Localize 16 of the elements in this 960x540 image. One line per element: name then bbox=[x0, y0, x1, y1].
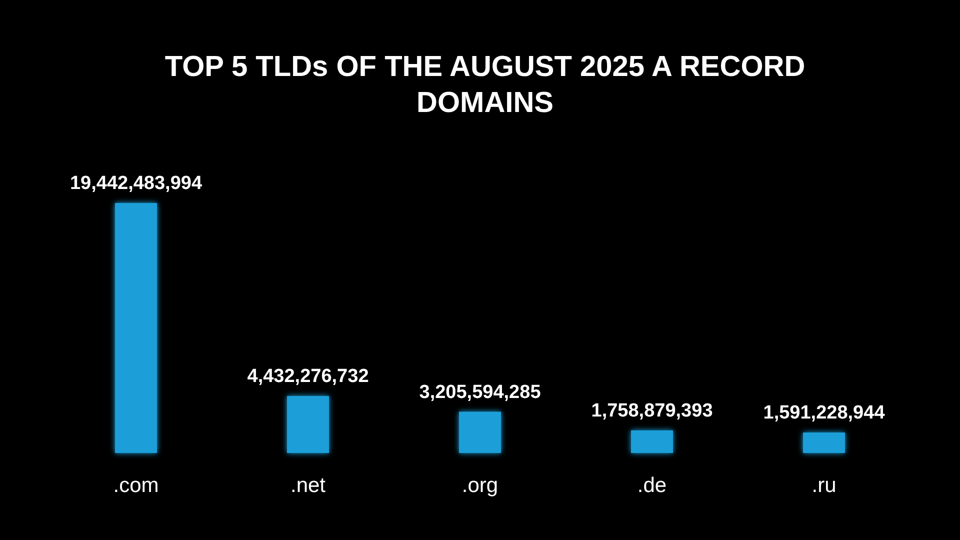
x-tick-label: .net bbox=[290, 474, 326, 497]
bar bbox=[115, 203, 157, 453]
x-tick-label: .de bbox=[637, 474, 667, 497]
x-tick-label: .ru bbox=[812, 474, 836, 497]
x-tick-label: .com bbox=[113, 474, 159, 497]
bar bbox=[631, 430, 673, 453]
bar bbox=[803, 432, 845, 453]
bar bbox=[287, 396, 329, 453]
data-label: 4,432,276,732 bbox=[247, 366, 369, 388]
x-tick-label: .org bbox=[462, 474, 498, 497]
data-label: 1,758,879,393 bbox=[591, 400, 713, 422]
data-label: 19,442,483,994 bbox=[70, 173, 202, 194]
bar bbox=[459, 412, 501, 453]
chart-title: TOP 5 TLDs OF THE AUGUST 2025 A RECORD DOMAINS bbox=[164, 51, 806, 119]
data-label: 3,205,594,285 bbox=[419, 382, 542, 403]
data-label: 1,591,228,944 bbox=[763, 402, 886, 424]
